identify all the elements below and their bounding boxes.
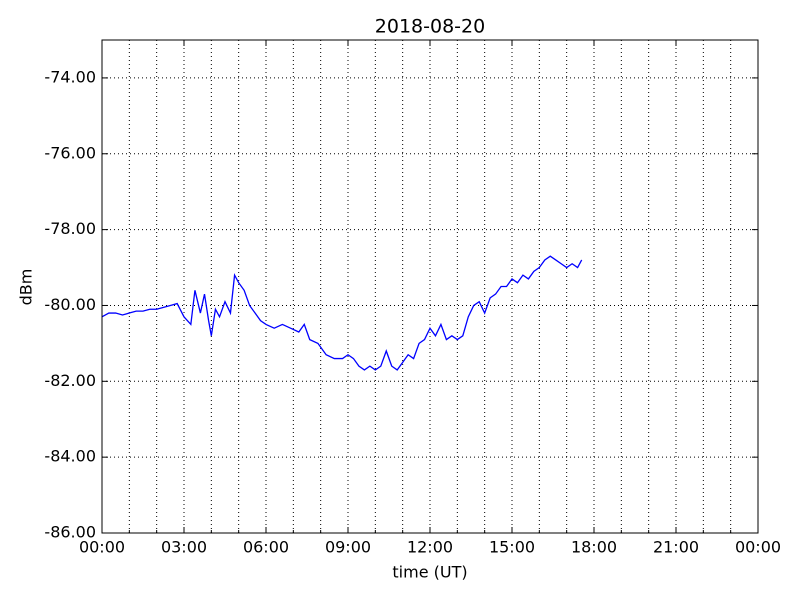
plot-frame (101, 39, 759, 534)
x-tick-label: 03:00 (161, 538, 207, 557)
y-tick-label: -86.00 (44, 523, 96, 542)
x-axis-label: time (UT) (392, 563, 467, 582)
y-axis-label: dBm (17, 269, 36, 306)
x-tick-label: 00:00 (735, 538, 781, 557)
y-tick-label: -84.00 (44, 447, 96, 466)
y-tick-label: -76.00 (44, 143, 96, 162)
x-tick-label: 00:00 (79, 538, 125, 557)
y-tick-label: -82.00 (44, 371, 96, 390)
data-line (101, 255, 583, 371)
x-tick-label: 12:00 (407, 538, 453, 557)
chart-title: 2018-08-20 (375, 16, 485, 38)
y-tick-label: -80.00 (44, 295, 96, 314)
x-tick-label: 18:00 (571, 538, 617, 557)
x-tick-label: 06:00 (243, 538, 289, 557)
x-tick-label: 15:00 (489, 538, 535, 557)
y-tick-label: -78.00 (44, 219, 96, 238)
x-tick-label: 21:00 (653, 538, 699, 557)
x-tick-label: 09:00 (325, 538, 371, 557)
y-tick-label: -74.00 (44, 67, 96, 86)
